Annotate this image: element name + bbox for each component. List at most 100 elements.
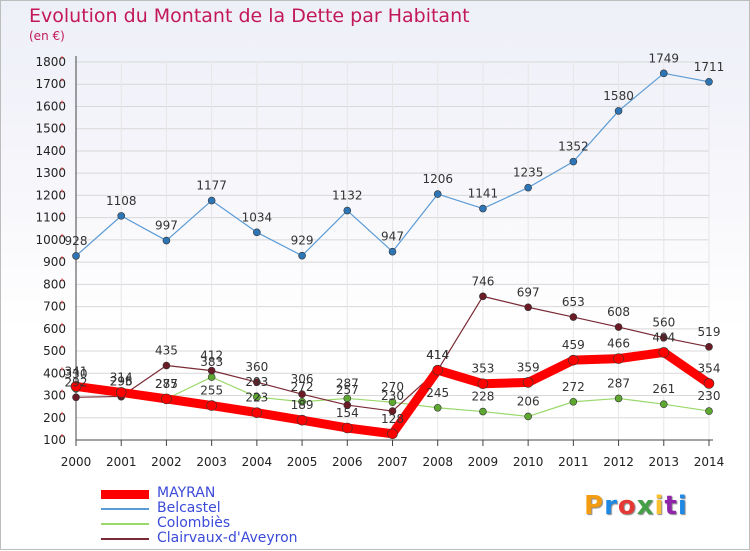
data-label: 928 <box>65 234 88 248</box>
data-label: 245 <box>426 386 449 400</box>
legend-item-colombies: Colombiès <box>101 515 361 532</box>
x-tick-label: 2014 <box>694 455 725 469</box>
data-label: 330 <box>65 367 88 381</box>
data-point <box>613 353 624 364</box>
data-label: 189 <box>291 398 314 412</box>
data-label: 292 <box>65 375 88 389</box>
data-label: 287 <box>607 376 630 390</box>
x-tick-label: 2012 <box>603 455 634 469</box>
data-point <box>388 407 397 415</box>
data-label: 353 <box>471 362 494 376</box>
data-point <box>569 397 578 406</box>
x-tick-label: 2006 <box>332 455 363 469</box>
data-label: 287 <box>336 376 359 390</box>
data-label: 206 <box>517 394 540 408</box>
x-tick-label: 2003 <box>196 455 227 469</box>
data-point <box>161 393 172 405</box>
data-label: 1034 <box>242 210 273 224</box>
data-point <box>569 157 578 166</box>
data-point <box>433 403 442 412</box>
legend-swatch <box>101 508 149 510</box>
data-label: 929 <box>291 234 314 248</box>
legend-swatch <box>101 523 149 525</box>
y-tick-label: 100 <box>43 433 66 447</box>
data-label: 947 <box>381 230 404 244</box>
data-point <box>614 107 623 115</box>
y-tick-label: 400 <box>43 366 66 380</box>
data-point <box>569 313 578 321</box>
data-label: 697 <box>517 285 540 299</box>
data-point <box>298 251 306 260</box>
x-tick-label: 2013 <box>649 455 680 469</box>
logo-letter: t <box>664 491 678 521</box>
data-label: 560 <box>652 316 675 330</box>
y-tick-label: 1700 <box>35 77 66 91</box>
legend-item-clairvaux: Clairvaux-d'Aveyron <box>101 530 361 547</box>
data-point <box>207 366 216 375</box>
data-point <box>568 354 579 366</box>
legend-swatch <box>101 490 149 499</box>
data-label: 1132 <box>332 189 363 203</box>
data-point <box>433 190 442 198</box>
data-point <box>162 361 171 370</box>
data-point <box>432 364 444 376</box>
data-point <box>115 387 127 398</box>
data-point <box>206 400 217 411</box>
legend-label: Belcastel <box>157 500 221 516</box>
y-tick-label: 1300 <box>35 166 66 180</box>
data-label: 360 <box>245 360 268 374</box>
y-tick-label: 1400 <box>35 144 66 158</box>
data-point <box>477 378 489 390</box>
data-label: 1235 <box>513 166 544 180</box>
data-point <box>387 428 398 440</box>
data-point <box>388 398 397 407</box>
data-point <box>207 196 216 205</box>
data-point <box>117 212 126 220</box>
data-label: 295 <box>110 375 133 389</box>
data-label: 746 <box>471 274 494 288</box>
y-tick-label: 700 <box>43 300 66 314</box>
x-tick-label: 2010 <box>513 455 544 469</box>
data-label: 653 <box>562 295 585 309</box>
data-point <box>479 292 487 301</box>
data-label: 128 <box>381 412 404 426</box>
data-label: 261 <box>652 382 675 396</box>
data-point <box>659 400 668 409</box>
data-label: 285 <box>155 377 178 391</box>
data-point <box>207 373 216 381</box>
data-point <box>341 422 353 434</box>
data-label: 296 <box>110 374 133 388</box>
data-label: 608 <box>607 305 630 319</box>
data-point <box>253 378 261 386</box>
logo-letter: P <box>584 491 605 521</box>
data-point <box>703 378 715 389</box>
x-tick-label: 2001 <box>106 455 137 469</box>
x-tick-label: 2007 <box>377 455 408 469</box>
y-tick-label: 200 <box>43 411 66 425</box>
data-label: 1352 <box>558 140 589 154</box>
y-tick-label: 1000 <box>35 233 66 247</box>
x-tick-label: 2005 <box>287 455 318 469</box>
legend-item-mayran: MAYRAN <box>101 485 361 502</box>
y-tick-label: 300 <box>43 389 66 403</box>
unit-label: (en €) <box>29 29 65 43</box>
data-point <box>524 183 532 192</box>
data-label: 230 <box>698 389 721 403</box>
data-label: 414 <box>426 348 449 362</box>
data-point <box>479 204 487 213</box>
logo-letter: r <box>604 491 618 521</box>
legend: MAYRAN Belcastel Colombiès Clairvaux-d'A… <box>101 485 361 547</box>
data-label: 223 <box>245 391 268 405</box>
data-point <box>343 206 352 215</box>
data-point <box>162 236 171 245</box>
data-label: 359 <box>517 360 540 374</box>
data-label: 257 <box>336 383 359 397</box>
y-tick-label: 800 <box>43 277 66 291</box>
data-point <box>298 390 306 398</box>
data-label: 494 <box>652 330 675 344</box>
data-point <box>388 247 397 256</box>
data-label: 341 <box>65 364 88 378</box>
x-tick-label: 2000 <box>61 455 92 469</box>
data-label: 1108 <box>106 194 137 208</box>
